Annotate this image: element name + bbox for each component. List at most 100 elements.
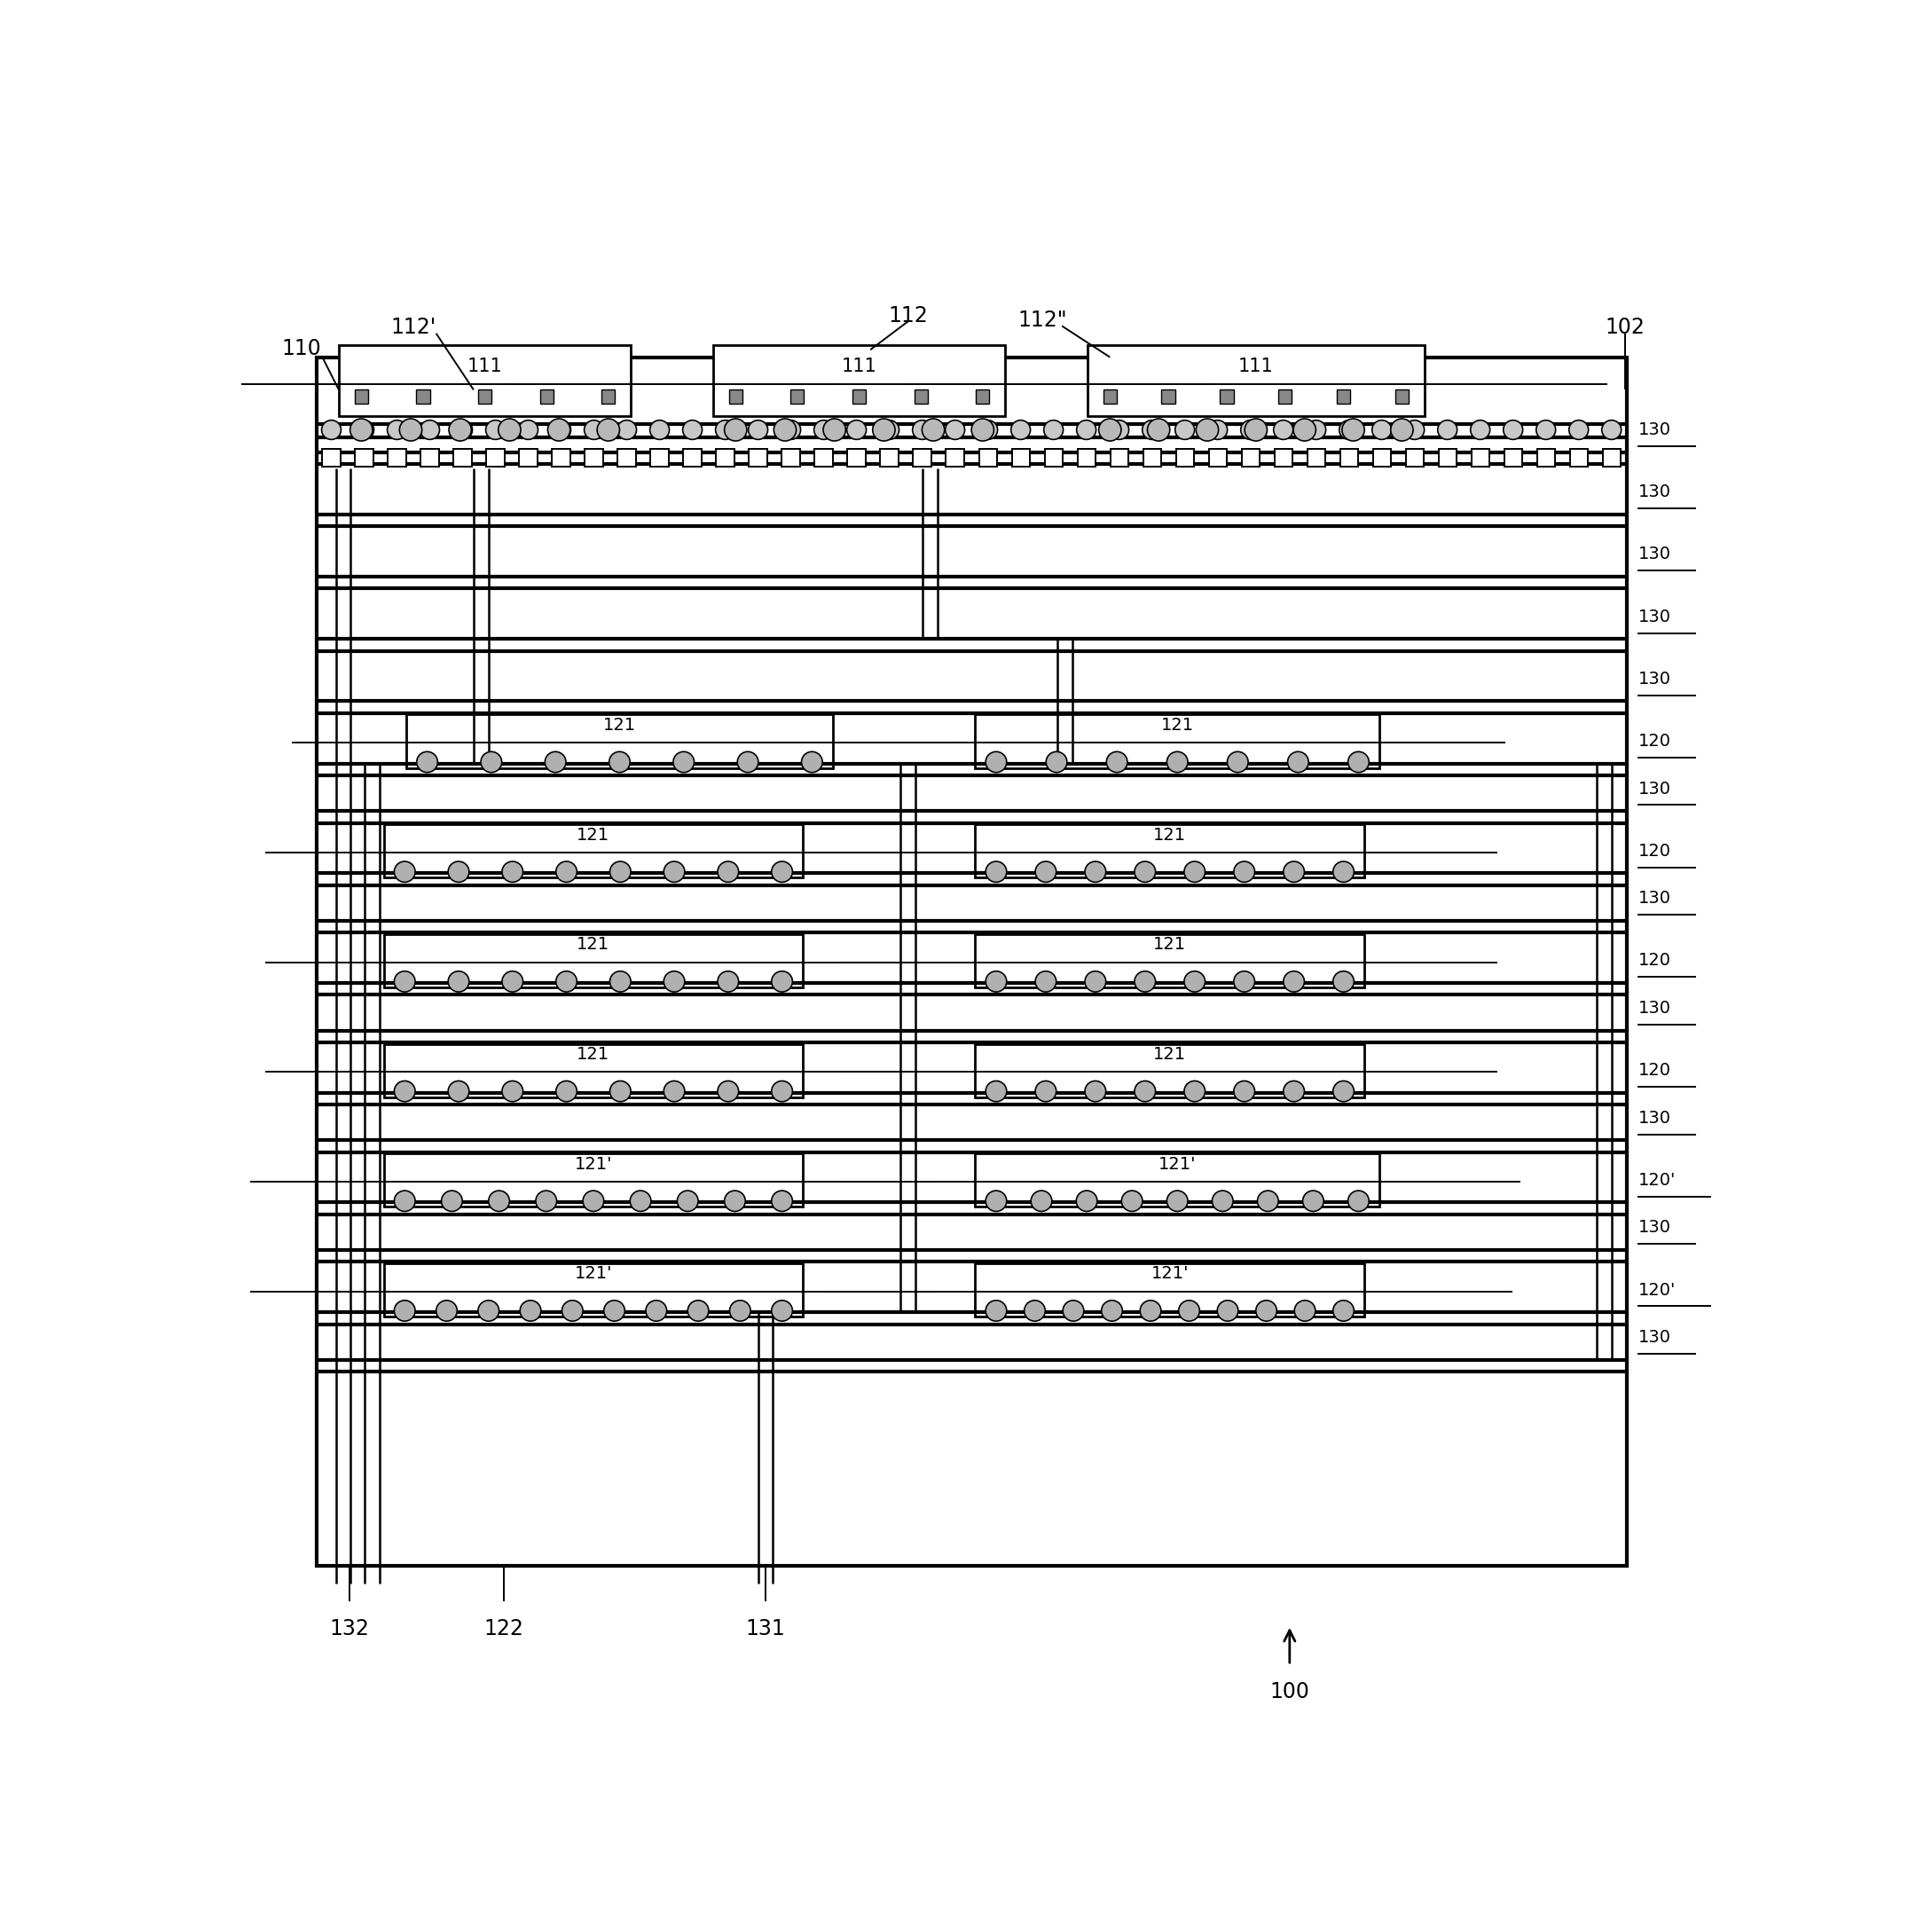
Bar xyxy=(717,449,734,466)
Bar xyxy=(651,449,668,466)
Circle shape xyxy=(394,1080,415,1102)
Text: 120': 120' xyxy=(1638,1281,1677,1298)
Bar xyxy=(1536,449,1555,466)
Circle shape xyxy=(502,1080,524,1102)
Circle shape xyxy=(682,420,701,439)
Text: 130: 130 xyxy=(1638,1109,1671,1127)
Circle shape xyxy=(394,1190,415,1211)
Circle shape xyxy=(520,1300,541,1321)
Circle shape xyxy=(678,1190,697,1211)
Circle shape xyxy=(611,861,630,882)
Circle shape xyxy=(912,420,931,439)
Bar xyxy=(1439,449,1457,466)
Circle shape xyxy=(1024,1300,1045,1321)
Circle shape xyxy=(518,420,537,439)
Bar xyxy=(976,934,1364,988)
Circle shape xyxy=(448,418,471,441)
Bar xyxy=(384,1263,804,1317)
Bar xyxy=(388,449,406,466)
Bar xyxy=(384,1154,804,1208)
Bar xyxy=(1275,449,1293,466)
Bar xyxy=(323,449,340,466)
Circle shape xyxy=(1179,1300,1200,1321)
Circle shape xyxy=(715,420,734,439)
Circle shape xyxy=(400,418,421,441)
Circle shape xyxy=(846,420,866,439)
Circle shape xyxy=(1167,751,1188,772)
Bar xyxy=(384,824,804,878)
Circle shape xyxy=(1036,1080,1057,1102)
Circle shape xyxy=(724,418,748,441)
Circle shape xyxy=(452,420,471,439)
Circle shape xyxy=(1109,420,1128,439)
Circle shape xyxy=(802,751,823,772)
Text: 130: 130 xyxy=(1638,780,1671,797)
Text: 102: 102 xyxy=(1605,318,1644,339)
Circle shape xyxy=(551,420,570,439)
Circle shape xyxy=(597,418,620,441)
Circle shape xyxy=(1349,751,1370,772)
Text: 120': 120' xyxy=(1638,1171,1677,1188)
Text: 130: 130 xyxy=(1638,670,1671,688)
Bar xyxy=(454,449,471,466)
Circle shape xyxy=(394,1300,415,1321)
Circle shape xyxy=(1283,861,1304,882)
Circle shape xyxy=(1256,1300,1277,1321)
Circle shape xyxy=(1148,418,1171,441)
Circle shape xyxy=(730,1300,752,1321)
Bar xyxy=(684,449,701,466)
Bar xyxy=(1111,449,1128,466)
Circle shape xyxy=(1134,971,1155,992)
Circle shape xyxy=(1235,971,1254,992)
Circle shape xyxy=(1086,971,1105,992)
Circle shape xyxy=(665,1080,684,1102)
Circle shape xyxy=(1167,1190,1188,1211)
Circle shape xyxy=(1235,861,1254,882)
Circle shape xyxy=(1372,420,1391,439)
Bar xyxy=(750,449,767,466)
Circle shape xyxy=(556,971,578,992)
Circle shape xyxy=(1244,418,1267,441)
Circle shape xyxy=(556,1080,578,1102)
Circle shape xyxy=(1227,751,1248,772)
Text: 121: 121 xyxy=(1153,826,1186,844)
Circle shape xyxy=(394,861,415,882)
Circle shape xyxy=(1333,861,1354,882)
Circle shape xyxy=(985,1080,1007,1102)
Circle shape xyxy=(985,1300,1007,1321)
Text: 122: 122 xyxy=(483,1618,524,1639)
Text: 111: 111 xyxy=(842,358,877,376)
Circle shape xyxy=(985,861,1007,882)
Text: 121': 121' xyxy=(574,1156,612,1173)
Text: 112': 112' xyxy=(390,318,437,339)
Circle shape xyxy=(1349,1190,1370,1211)
Circle shape xyxy=(1142,420,1161,439)
Circle shape xyxy=(1122,1190,1142,1211)
Circle shape xyxy=(748,420,767,439)
Text: 121': 121' xyxy=(574,1265,612,1283)
Circle shape xyxy=(609,751,630,772)
Bar xyxy=(1209,449,1227,466)
Circle shape xyxy=(611,1080,630,1102)
Text: 130: 130 xyxy=(1638,609,1671,626)
Bar xyxy=(1569,449,1588,466)
Text: 100: 100 xyxy=(1269,1681,1310,1703)
Circle shape xyxy=(616,420,636,439)
Circle shape xyxy=(419,420,440,439)
Bar xyxy=(355,449,373,466)
Bar xyxy=(421,449,439,466)
Bar xyxy=(355,389,367,403)
Circle shape xyxy=(498,418,522,441)
Circle shape xyxy=(1076,420,1095,439)
Circle shape xyxy=(1339,420,1358,439)
Bar xyxy=(976,715,1379,768)
Text: 121: 121 xyxy=(603,716,636,734)
Circle shape xyxy=(645,1300,667,1321)
Bar xyxy=(852,389,866,403)
Bar xyxy=(601,389,614,403)
Text: 131: 131 xyxy=(746,1618,786,1639)
Bar xyxy=(1045,449,1063,466)
Bar xyxy=(1242,449,1260,466)
Circle shape xyxy=(1333,1080,1354,1102)
Circle shape xyxy=(972,418,993,441)
